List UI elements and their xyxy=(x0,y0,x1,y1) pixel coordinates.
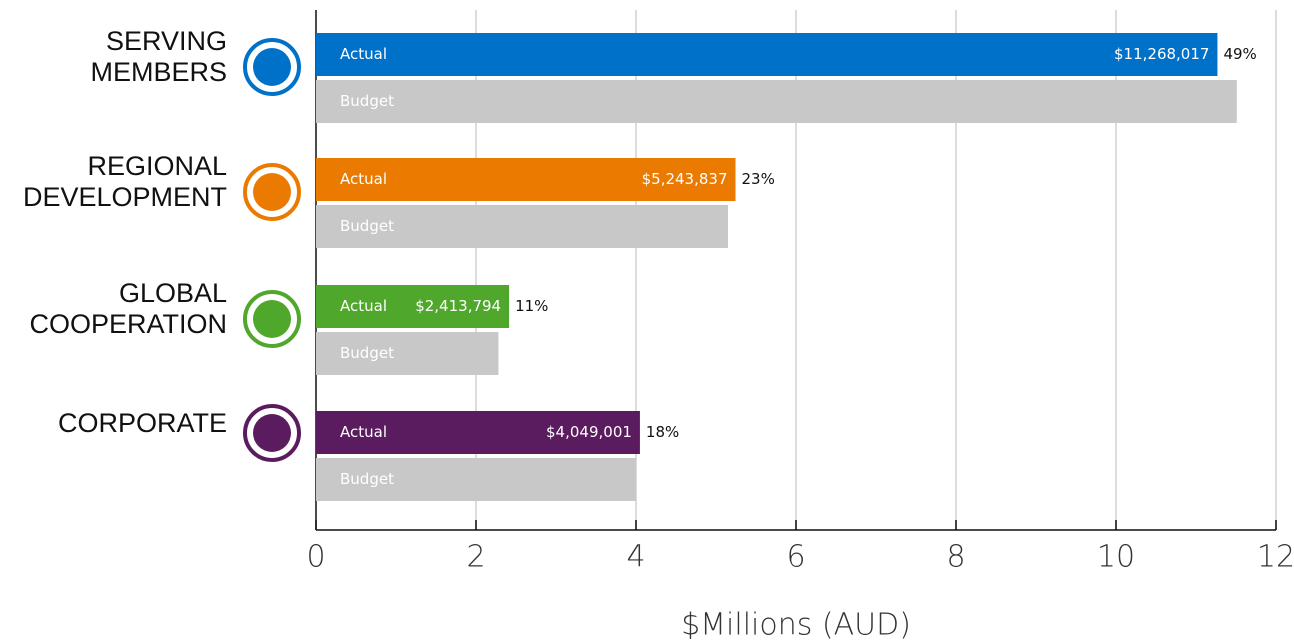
value-label: $2,413,794 xyxy=(415,297,501,315)
x-tick-label: 6 xyxy=(786,540,805,575)
share-label: 23% xyxy=(742,170,775,188)
category-label: CORPORATE xyxy=(57,407,227,438)
category-icon-inner xyxy=(253,173,291,211)
x-axis-label: $Millions (AUD) xyxy=(681,608,911,643)
bar xyxy=(316,458,636,501)
series-label: Actual xyxy=(340,170,387,188)
bar xyxy=(316,80,1237,123)
bar xyxy=(316,332,499,375)
x-tick-label: 8 xyxy=(946,540,965,575)
value-label: $11,268,017 xyxy=(1114,45,1209,63)
category-icon xyxy=(243,163,301,221)
share-label: 18% xyxy=(646,423,679,441)
category-icon-inner xyxy=(253,300,291,338)
category-icon xyxy=(243,404,301,462)
series-label: Actual xyxy=(340,297,387,315)
value-label: $5,243,837 xyxy=(642,170,728,188)
bar xyxy=(316,33,1218,76)
share-label: 11% xyxy=(515,297,548,315)
series-label: Budget xyxy=(340,92,394,110)
category-label: REGIONAL DEVELOPMENT xyxy=(22,151,227,212)
x-tick-label: 12 xyxy=(1257,540,1294,575)
x-tick-label: 10 xyxy=(1097,540,1135,575)
bar xyxy=(316,158,736,201)
category-label: SERVING MEMBERS xyxy=(90,26,227,87)
bar xyxy=(316,411,640,454)
series-label: Budget xyxy=(340,470,394,488)
bar xyxy=(316,285,510,328)
category-icon-inner xyxy=(253,48,291,86)
share-label: 49% xyxy=(1223,45,1256,63)
category-icon xyxy=(243,290,301,348)
bar xyxy=(316,205,728,248)
x-tick-label: 0 xyxy=(306,540,325,575)
x-tick-label: 4 xyxy=(626,540,645,575)
category-label: GLOBAL COOPERATION xyxy=(29,278,227,339)
value-label: $4,049,001 xyxy=(546,423,632,441)
series-label: Actual xyxy=(340,45,387,63)
series-label: Actual xyxy=(340,423,387,441)
series-label: Budget xyxy=(340,344,394,362)
x-tick-label: 2 xyxy=(466,540,485,575)
series-label: Budget xyxy=(340,217,394,235)
category-icon xyxy=(243,38,301,96)
category-icon-inner xyxy=(253,414,291,452)
